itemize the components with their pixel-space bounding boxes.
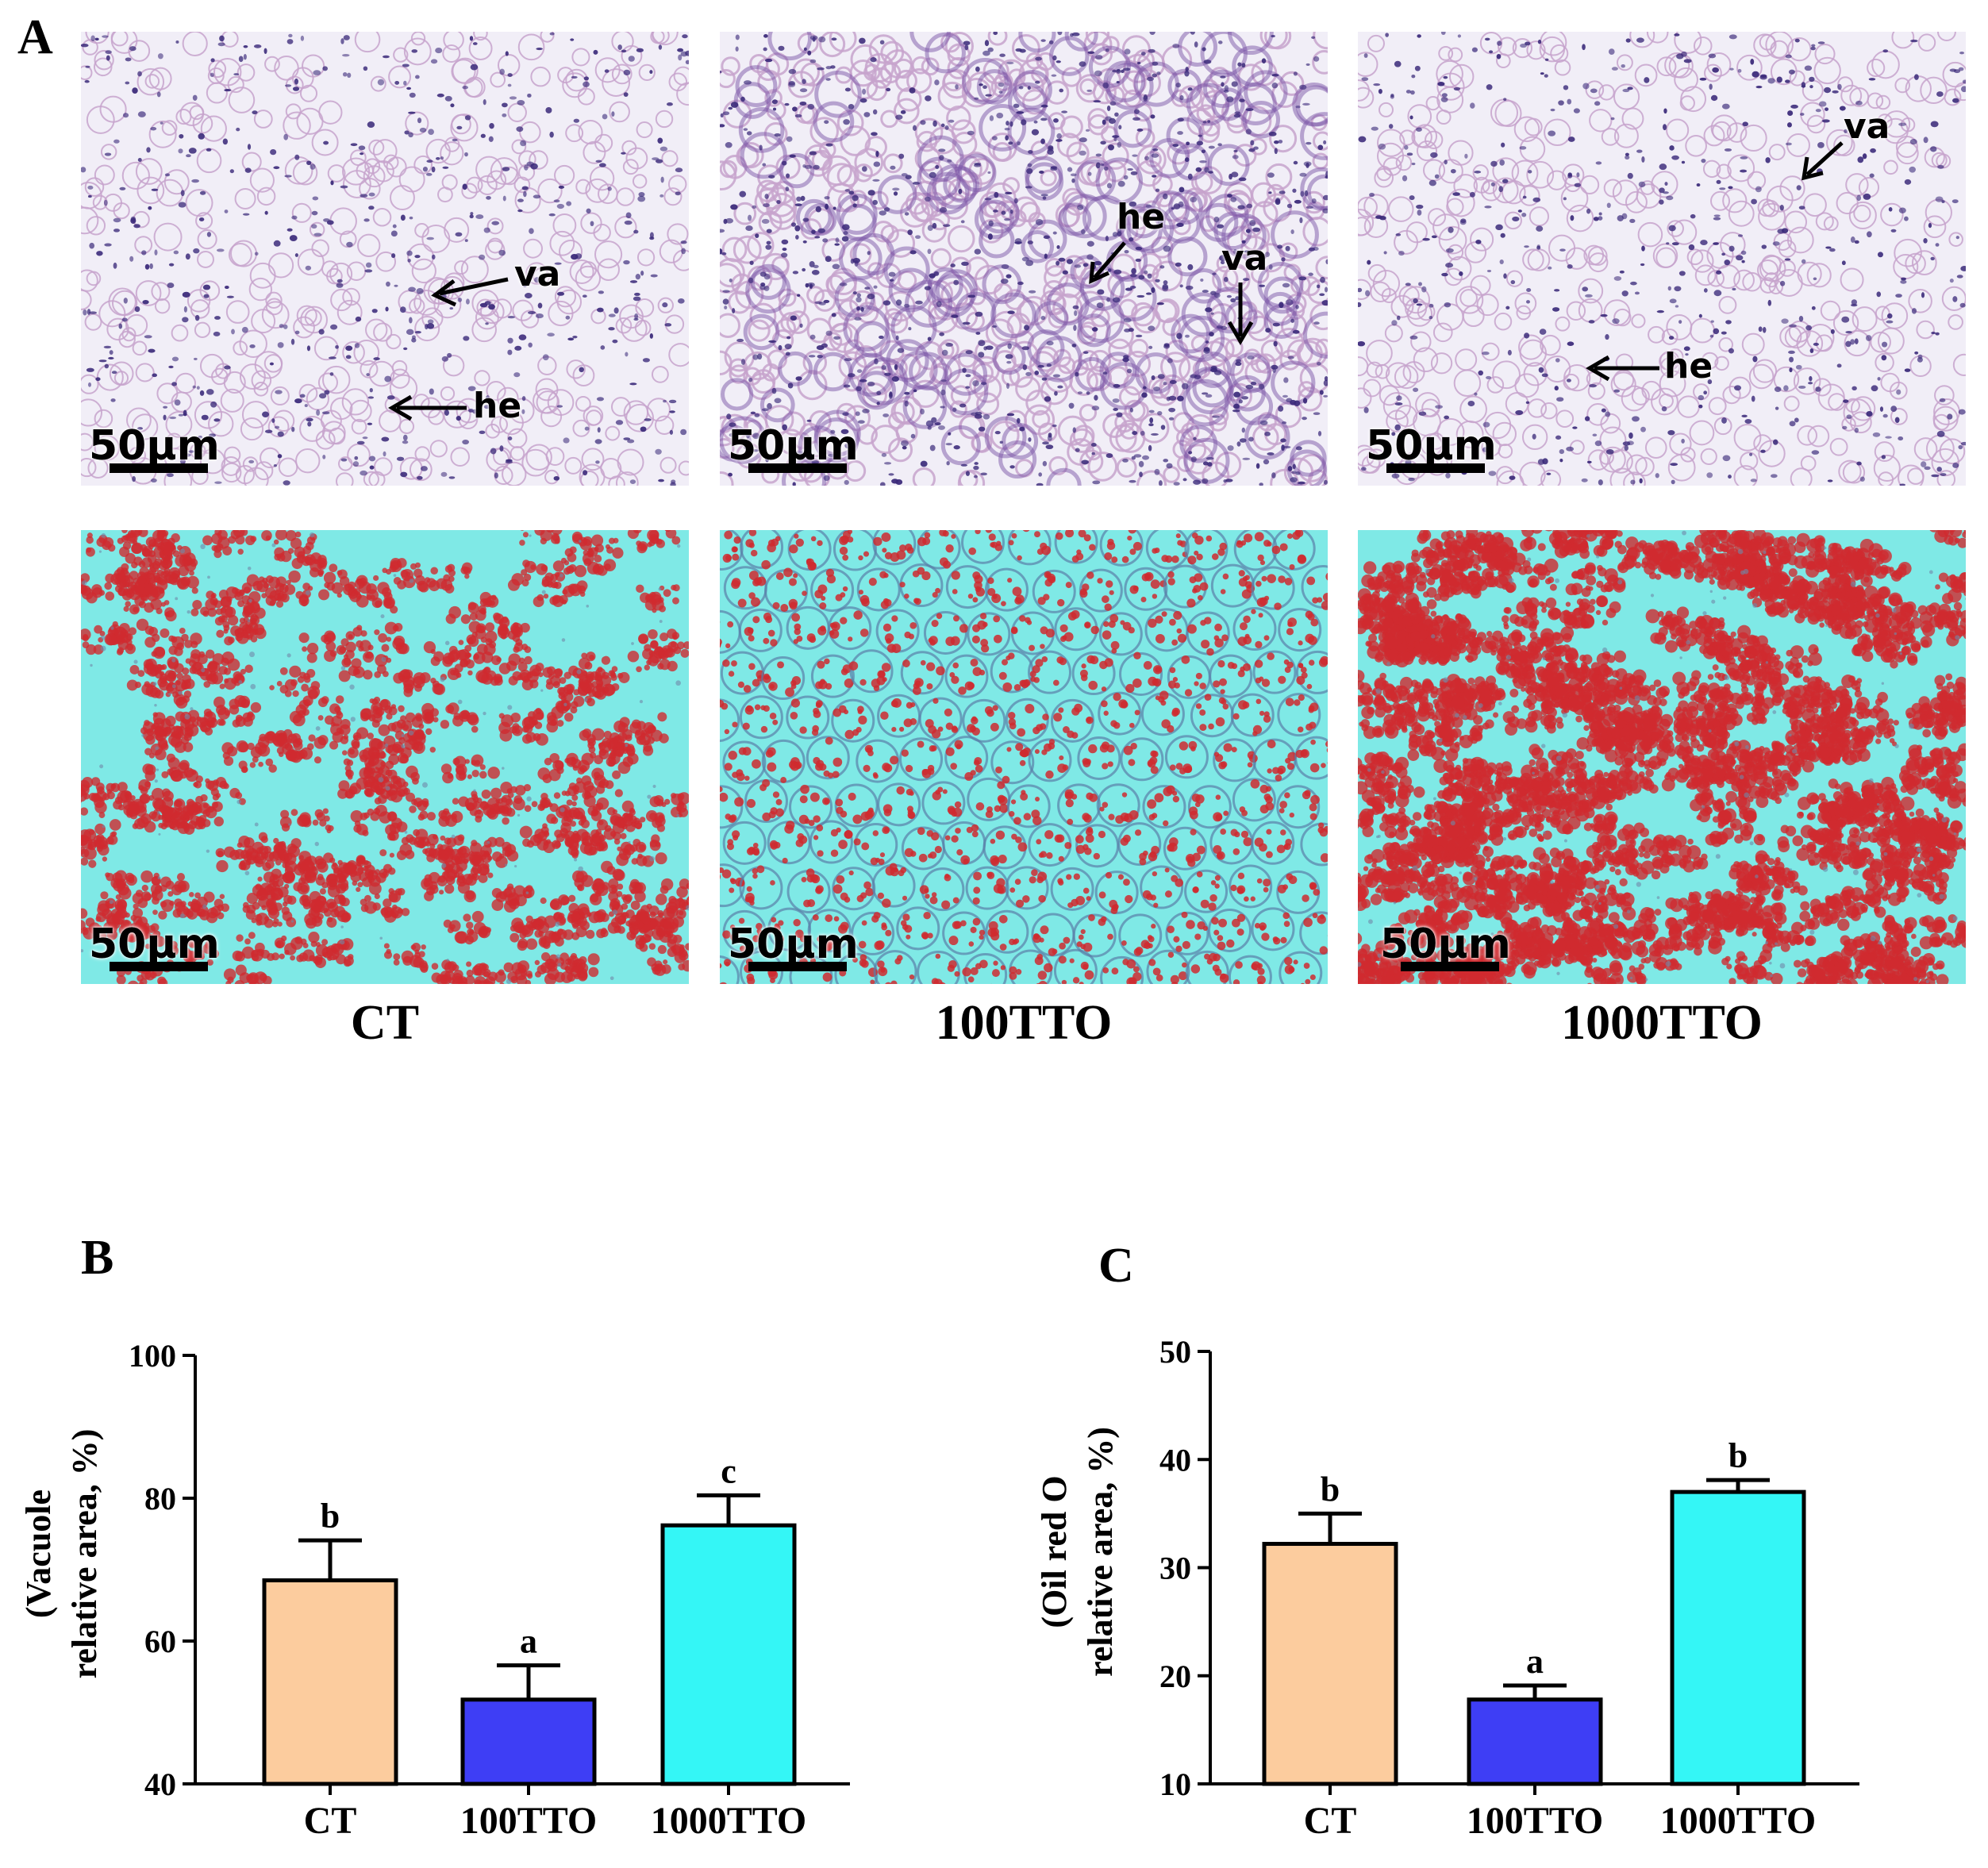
y-axis-label-line2: relative area, %) [65,1429,104,1679]
significance-label: b [321,1497,340,1536]
scale-label: 50μm [89,422,220,470]
bar [262,1578,398,1786]
scale-label: 50μm [728,921,859,968]
scale-label: 50μm [728,422,859,470]
bar [460,1697,597,1786]
y-tick-label: 80 [144,1481,176,1516]
y-tick-label: 40 [144,1766,176,1802]
micrograph-he-1000tto: va he 50μm [1358,32,1966,486]
scale-label: 50μm [1380,921,1511,968]
scale-bar [110,463,208,473]
scale-label: 50μm [89,921,220,968]
micrograph-he-ct: va he 50μm [81,32,689,486]
annotation-he: he [1117,197,1166,237]
annotation-va: va [1844,106,1890,147]
micrograph-oil-1000tto: 50μm [1358,530,1966,984]
x-tick-label: 100TTO [460,1800,598,1842]
y-axis-label-line1: (Vacuole [19,1489,58,1618]
group-label-100tto: 100TTO [935,996,1113,1050]
scale-bar [1386,463,1485,473]
significance-label: a [520,1622,537,1661]
panel-label-c: C [1098,1239,1134,1293]
group-label-1000tto: 1000TTO [1561,996,1763,1050]
bar [660,1523,797,1786]
micrograph-he-100tto: he va 50μm [720,32,1328,486]
scale-label: 50μm [1366,422,1497,470]
y-tick-label: 100 [129,1338,176,1374]
annotation-va: va [1221,238,1268,279]
micrograph-oil-ct: 50μm [81,530,689,984]
scale-bar [1401,962,1499,971]
scale-bar [748,463,847,473]
annotation-he: he [1664,346,1713,386]
group-label-ct: CT [350,996,420,1050]
significance-label: c [721,1451,736,1490]
annotation-va: va [514,254,561,294]
panel-label-b: B [81,1231,114,1285]
micrograph-oil-100tto: 50μm [720,530,1328,984]
y-tick-label: 60 [144,1624,176,1659]
panel-label-a: A [17,10,53,64]
scale-bar [748,962,847,971]
x-tick-label: CT [304,1800,357,1842]
annotation-he: he [473,386,522,426]
scale-bar [110,962,208,971]
x-tick-label: 1000TTO [651,1800,807,1842]
